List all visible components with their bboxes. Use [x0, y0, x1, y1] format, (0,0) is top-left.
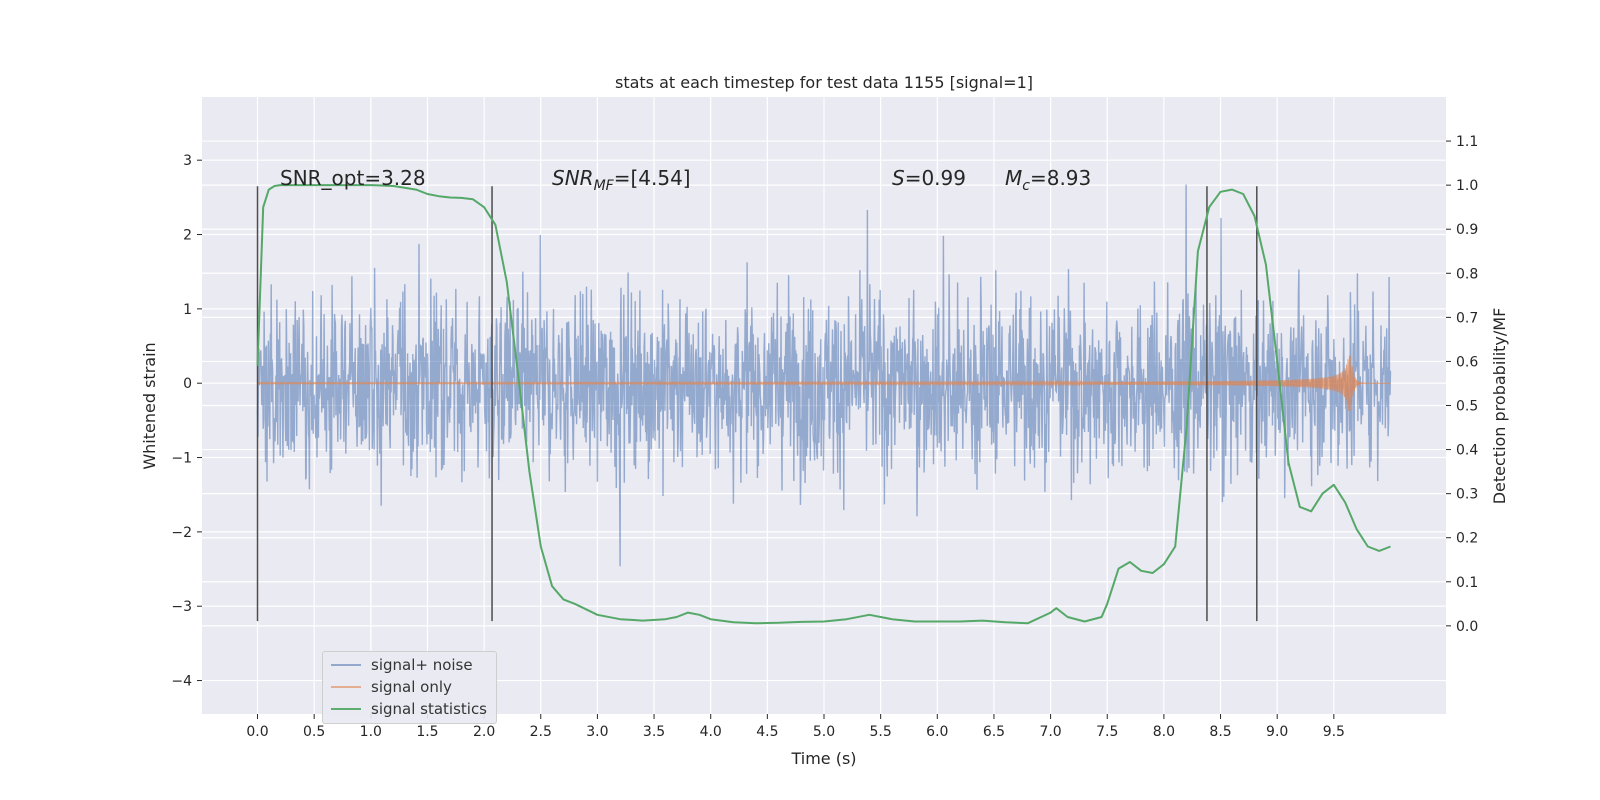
x-tick-label: 3.5 — [643, 724, 665, 740]
legend-item-signal-noise: signal+ noise — [331, 654, 473, 676]
statistics-curve — [256, 184, 1391, 625]
y-right-tick-label: 0.1 — [1456, 575, 1478, 591]
y-tick-label: 3 — [183, 153, 192, 169]
y-tick-label: 2 — [183, 228, 192, 244]
x-tick-label: 2.5 — [530, 724, 552, 740]
x-tick-label: 6.0 — [926, 724, 948, 740]
y-tick-label: −4 — [171, 674, 192, 690]
x-tick-label: 1.5 — [416, 724, 438, 740]
y-tick-label: 1 — [183, 302, 192, 318]
legend-label-signal: signal only — [371, 678, 452, 696]
axis-ticks: 0.0 0.5 1.0 1.5 2.0 2.5 3.0 3.5 4.0 4.5 5.0 5.5 6.0 6… — [171, 134, 1478, 740]
series-signal-statistics — [256, 184, 1391, 625]
x-tick-label: 1.0 — [360, 724, 382, 740]
x-tick-label: 2.0 — [473, 724, 495, 740]
legend-item-signal-statistics: signal statistics — [331, 698, 487, 720]
y-tick-label: 0 — [183, 376, 192, 392]
legend-item-signal-only: signal only — [331, 676, 452, 698]
y-axis-label: Whitened strain — [140, 342, 159, 469]
x-axis-label: Time (s) — [790, 749, 856, 768]
x-tick-label: 7.0 — [1039, 724, 1061, 740]
x-tick-label: 4.0 — [700, 724, 722, 740]
y-tick-label: −2 — [171, 525, 192, 541]
annotation-s: S=0.99 — [892, 166, 966, 190]
x-tick-label: 4.5 — [756, 724, 778, 740]
y-right-tick-label: 0.9 — [1456, 222, 1478, 238]
y-right-tick-label: 0.4 — [1456, 443, 1478, 459]
x-tick-label: 6.5 — [983, 724, 1005, 740]
legend: signal+ noise signal only signal statist… — [322, 651, 497, 724]
signal-trace — [257, 355, 1391, 411]
legend-label-noise: signal+ noise — [371, 656, 473, 674]
legend-swatch-stats — [331, 708, 361, 710]
y-right-tick-label: 0.6 — [1456, 354, 1478, 370]
legend-label-stats: signal statistics — [371, 700, 488, 718]
y-right-tick-label: 0.3 — [1456, 487, 1478, 503]
y-right-tick-label: 1.1 — [1456, 134, 1478, 150]
y-tick-label: −1 — [171, 451, 192, 467]
series-signal-only — [257, 355, 1391, 411]
x-tick-label: 8.5 — [1209, 724, 1231, 740]
x-tick-label: 0.5 — [303, 724, 325, 740]
y-right-tick-label: 0.0 — [1456, 619, 1478, 635]
y-right-tick-label: 0.7 — [1456, 310, 1478, 326]
annotation-snr-opt: SNR_opt=3.28 — [280, 166, 426, 190]
x-tick-label: 8.0 — [1153, 724, 1175, 740]
y-right-tick-label: 0.8 — [1456, 266, 1478, 282]
noise-trace — [256, 184, 1392, 567]
annotation-snr-mf: SNRMF=[4.54] — [552, 166, 691, 194]
y-right-tick-label: 1.0 — [1456, 178, 1478, 194]
chart-title: stats at each timestep for test data 115… — [615, 73, 1033, 92]
y-right-tick-label: 0.2 — [1456, 531, 1478, 547]
y-tick-label: −3 — [171, 599, 192, 615]
x-tick-label: 5.0 — [813, 724, 835, 740]
x-tick-label: 5.5 — [870, 724, 892, 740]
x-tick-label: 3.0 — [586, 724, 608, 740]
x-tick-label: 9.0 — [1266, 724, 1288, 740]
y-axis-label-right: Detection probability/MF — [1490, 308, 1509, 505]
legend-swatch-signal — [331, 686, 361, 688]
vertical-markers — [256, 186, 1258, 622]
series-signal-noise — [256, 184, 1392, 567]
x-tick-label: 9.5 — [1323, 724, 1345, 740]
annotation-mc: Mc=8.93 — [1005, 166, 1091, 194]
y-right-tick-label: 0.5 — [1456, 399, 1478, 415]
legend-swatch-noise — [331, 664, 361, 666]
x-tick-label: 7.5 — [1096, 724, 1118, 740]
x-tick-label: 0.0 — [246, 724, 268, 740]
